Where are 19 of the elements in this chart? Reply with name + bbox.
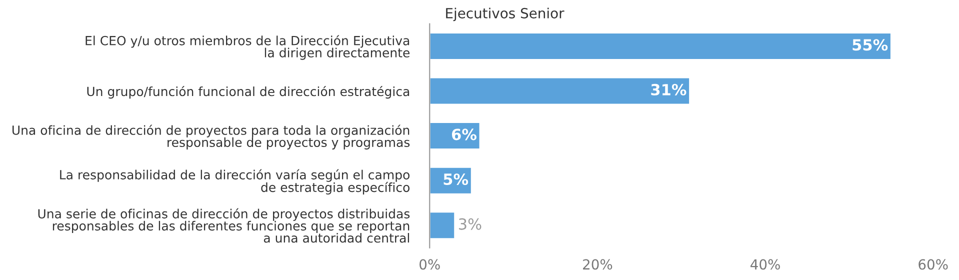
bar [430, 32, 892, 60]
data-label: 3% [458, 218, 482, 230]
y-tick-label: Un grupo/función funcional de dirección estratégica [87, 86, 410, 99]
x-tick-label: 60% [918, 259, 948, 270]
x-tick-label: 0% [420, 259, 440, 270]
chart-title: Ejecutivos Senior [446, 8, 564, 22]
y-tick-label: Una oficina de dirección de proyectos para toda la organización responsable de proyectos y programas [12, 124, 410, 150]
y-tick-label: La responsabilidad de la dirección varía según el campo de estrategia específico [60, 169, 410, 194]
bar [430, 76, 690, 106]
bar [430, 211, 456, 240]
data-label: 55% [852, 39, 888, 51]
x-tick-label: 40% [750, 259, 780, 270]
y-tick-label: Una serie de oficinas de dirección de proyectos distribuidas responsables de las diferentes funciones que se reportan a una autoridad central [38, 208, 410, 243]
data-label: 31% [651, 84, 686, 96]
data-label: 6% [452, 128, 476, 140]
x-tick-label: 20% [583, 259, 612, 270]
bar [430, 122, 481, 150]
y-tick-label: El CEO y/u otros miembros de la Dirección Ejecutiva la dirigen directamente [86, 35, 410, 60]
data-label: 5% [444, 173, 468, 186]
